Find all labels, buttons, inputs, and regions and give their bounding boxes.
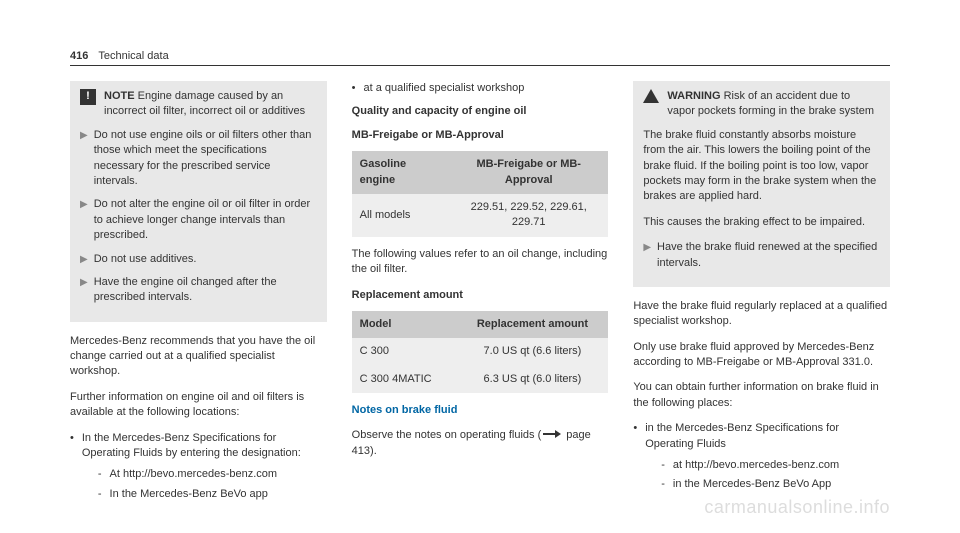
column-2: • at a qualified specialist workshop Qua…	[352, 81, 609, 514]
section-heading: Notes on brake fluid	[352, 403, 609, 418]
triangle-icon: ▶	[80, 198, 88, 243]
content-columns: ! NOTE Engine damage caused by an incorr…	[70, 81, 890, 514]
column-3: WARNING Risk of an accident due to vapor…	[633, 81, 890, 514]
watermark: carmanualsonline.info	[704, 497, 890, 518]
note-title: NOTE Engine damage caused by an incorrec…	[104, 89, 317, 120]
table-header: MB-Freigabe or MB-Approval	[449, 151, 608, 194]
list-item: • in the Mercedes-Benz Specifications fo…	[633, 421, 890, 497]
table-row: All models 229.51, 229.52, 229.61, 229.7…	[352, 194, 609, 237]
paragraph: You can obtain further information on br…	[633, 380, 890, 411]
note-header: ! NOTE Engine damage caused by an incorr…	[80, 89, 317, 120]
list-content: In the Mercedes-Benz Specifications for …	[82, 431, 327, 507]
table-cell: All models	[352, 194, 449, 237]
dash-icon: -	[661, 458, 665, 473]
table-row: C 300 7.0 US qt (6.6 liters)	[352, 338, 609, 365]
dash-icon: -	[661, 477, 665, 492]
table-header: Replacement amount	[457, 311, 609, 338]
page-header: 416 Technical data	[70, 50, 890, 66]
warning-label: WARNING	[667, 90, 720, 102]
table-row: C 300 4MATIC 6.3 US qt (6.0 liters)	[352, 366, 609, 393]
paragraph: Observe the notes on operating fluids ( …	[352, 428, 609, 459]
note-box: ! NOTE Engine damage caused by an incorr…	[70, 81, 327, 322]
action-text: Do not use additives.	[94, 252, 197, 267]
sub-text: in the Mercedes-Benz BeVo App	[673, 477, 831, 492]
action-item: ▶ Have the brake fluid renewed at the sp…	[643, 240, 880, 271]
table-cell: 229.51, 229.52, 229.61, 229.71	[449, 194, 608, 237]
bullet-icon: •	[352, 81, 356, 96]
action-item: ▶ Have the engine oil changed after the …	[80, 275, 317, 306]
table-header: Gasoline engine	[352, 151, 449, 194]
section-title: Technical data	[98, 50, 168, 62]
paragraph: Have the brake fluid regularly replaced …	[633, 299, 890, 330]
triangle-icon: ▶	[643, 241, 651, 271]
paragraph: Only use brake fluid approved by Mercede…	[633, 340, 890, 371]
paragraph: This causes the braking effect to be imp…	[643, 215, 880, 230]
sub-text: at http://bevo.mercedes-benz.com	[673, 458, 839, 473]
paragraph: Mercedes-Benz recommends that you have t…	[70, 334, 327, 380]
bullet-icon: •	[70, 431, 74, 507]
action-text: Have the brake fluid renewed at the spec…	[657, 240, 880, 271]
action-item: ▶ Do not use additives.	[80, 252, 317, 267]
sub-list: -at http://bevo.mercedes-benz.com -in th…	[645, 458, 890, 493]
triangle-icon: ▶	[80, 253, 88, 267]
warning-header: WARNING Risk of an accident due to vapor…	[643, 89, 880, 120]
action-text: Have the engine oil changed after the pr…	[94, 275, 317, 306]
list-item: • at a qualified specialist workshop	[352, 81, 609, 96]
table-cell: C 300 4MATIC	[352, 366, 457, 393]
table-cell: C 300	[352, 338, 457, 365]
paragraph: Further information on engine oil and oi…	[70, 390, 327, 421]
bullet-list: • at a qualified specialist workshop	[352, 81, 609, 96]
list-item: • In the Mercedes-Benz Specifications fo…	[70, 431, 327, 507]
column-1: ! NOTE Engine damage caused by an incorr…	[70, 81, 327, 514]
page-number: 416	[70, 50, 88, 62]
action-text: Do not alter the engine oil or oil filte…	[94, 197, 317, 243]
arrow-icon	[543, 430, 561, 438]
sub-list: -At http://bevo.mercedes-benz.com -In th…	[82, 467, 327, 502]
triangle-icon: ▶	[80, 276, 88, 306]
list-content: in the Mercedes-Benz Specifications for …	[645, 421, 890, 497]
list-text: in the Mercedes-Benz Specifications for …	[645, 422, 839, 449]
list-text: at a qualified specialist workshop	[364, 81, 525, 96]
warning-box: WARNING Risk of an accident due to vapor…	[633, 81, 890, 287]
action-text: Do not use engine oils or oil filters ot…	[94, 128, 317, 190]
sub-text: At http://bevo.mercedes-benz.com	[110, 467, 278, 482]
replacement-table: Model Replacement amount C 300 7.0 US qt…	[352, 311, 609, 393]
note-text: Engine damage caused by an incorrect oil…	[104, 90, 305, 117]
sub-item: -In the Mercedes-Benz BeVo app	[98, 487, 327, 502]
approval-table: Gasoline engine MB-Freigabe or MB-Approv…	[352, 151, 609, 237]
sub-item: -in the Mercedes-Benz BeVo App	[661, 477, 890, 492]
dash-icon: -	[98, 467, 102, 482]
sub-text: In the Mercedes-Benz BeVo app	[110, 487, 268, 502]
paragraph: The brake fluid constantly absorbs moist…	[643, 128, 880, 205]
note-icon: !	[80, 89, 96, 105]
action-item: ▶ Do not use engine oils or oil filters …	[80, 128, 317, 190]
bullet-list: • In the Mercedes-Benz Specifications fo…	[70, 431, 327, 507]
subheading: MB-Freigabe or MB-Approval	[352, 128, 609, 143]
subheading: Replacement amount	[352, 288, 609, 303]
text-fragment: Observe the notes on operating fluids (	[352, 429, 542, 441]
table-cell: 7.0 US qt (6.6 liters)	[457, 338, 609, 365]
action-item: ▶ Do not alter the engine oil or oil fil…	[80, 197, 317, 243]
subheading: Quality and capacity of engine oil	[352, 104, 609, 119]
note-label: NOTE	[104, 90, 135, 102]
dash-icon: -	[98, 487, 102, 502]
table-header: Model	[352, 311, 457, 338]
sub-item: -At http://bevo.mercedes-benz.com	[98, 467, 327, 482]
sub-item: -at http://bevo.mercedes-benz.com	[661, 458, 890, 473]
bullet-list: • in the Mercedes-Benz Specifications fo…	[633, 421, 890, 497]
warning-icon	[643, 89, 659, 103]
triangle-icon: ▶	[80, 129, 88, 190]
bullet-icon: •	[633, 421, 637, 497]
list-text: In the Mercedes-Benz Specifications for …	[82, 432, 301, 459]
table-cell: 6.3 US qt (6.0 liters)	[457, 366, 609, 393]
paragraph: The following values refer to an oil cha…	[352, 247, 609, 278]
warning-title: WARNING Risk of an accident due to vapor…	[667, 89, 880, 120]
